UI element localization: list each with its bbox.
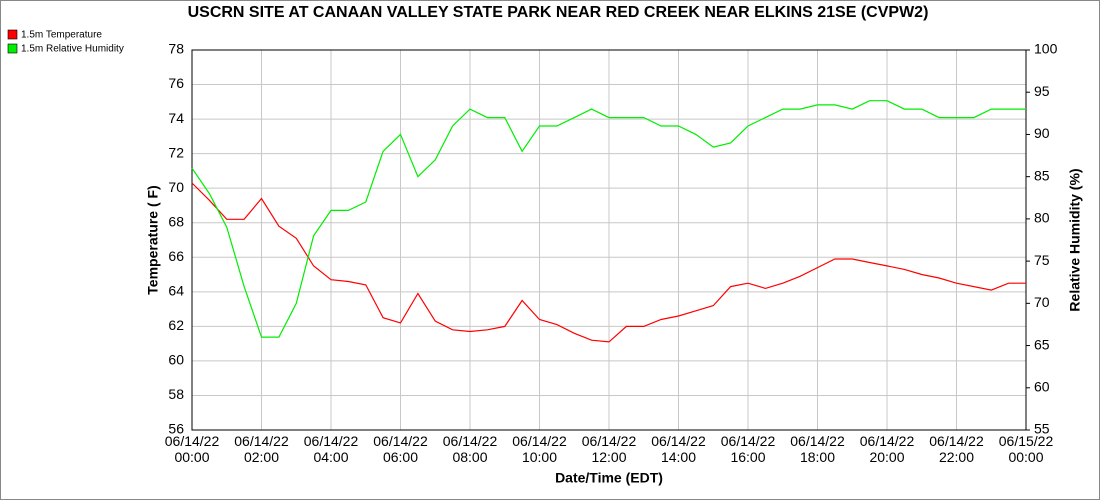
legend-label: 1.5m Relative Humidity: [21, 44, 124, 55]
y-tick-label: 56: [168, 421, 184, 437]
x-tick-label: 06/14/22 12:00: [582, 433, 637, 465]
legend-swatch: [7, 43, 18, 54]
series-line: [191, 100, 1026, 338]
x-tick-label: 06/14/22 02:00: [234, 433, 289, 465]
y2-tick-label: 85: [1034, 167, 1050, 183]
y2-tick-label: 75: [1034, 252, 1050, 268]
x-tick-label: 06/14/22 08:00: [443, 433, 498, 465]
y2-tick-label: 100: [1034, 41, 1058, 57]
x-tick-label: 06/14/22 20:00: [860, 433, 915, 465]
x-tick-label: 06/14/22 06:00: [373, 433, 428, 465]
legend-swatch: [7, 29, 18, 40]
y-tick-label: 60: [168, 352, 184, 368]
y-tick-label: 66: [168, 248, 184, 264]
x-tick-label: 06/14/22 10:00: [512, 433, 567, 465]
plot-border: [191, 49, 1027, 431]
y-tick-label: 70: [168, 179, 184, 195]
series-line: [191, 182, 1026, 343]
x-tick-label: 06/14/22 14:00: [651, 433, 706, 465]
y2-tick-label: 65: [1034, 336, 1050, 352]
y2-tick-label: 55: [1034, 421, 1050, 437]
y-tick-label: 62: [168, 317, 184, 333]
y2-tick-label: 80: [1034, 210, 1050, 226]
y-tick-label: 78: [168, 41, 184, 57]
x-axis-label: Date/Time (EDT): [555, 470, 663, 486]
x-tick-label: 06/14/22 22:00: [929, 433, 984, 465]
y2-tick-label: 90: [1034, 125, 1050, 141]
x-tick-label: 06/14/22 04:00: [304, 433, 359, 465]
y2-axis-label: Relative Humidity (%): [1067, 168, 1083, 311]
y2-tick-label: 60: [1034, 378, 1050, 394]
y-tick-label: 72: [168, 144, 184, 160]
y-axis-label: Temperature ( F): [145, 185, 161, 294]
x-tick-label: 06/14/22 18:00: [790, 433, 845, 465]
y-tick-label: 76: [168, 75, 184, 91]
legend-label: 1.5m Temperature: [21, 30, 102, 41]
y-tick-label: 74: [168, 110, 184, 126]
y2-tick-label: 95: [1034, 83, 1050, 99]
y-tick-label: 58: [168, 386, 184, 402]
y2-tick-label: 70: [1034, 294, 1050, 310]
y-tick-label: 68: [168, 213, 184, 229]
x-tick-label: 06/14/22 00:00: [165, 433, 220, 465]
chart-title: USCRN SITE AT CANAAN VALLEY STATE PARK N…: [188, 4, 929, 21]
x-tick-label: 06/14/22 16:00: [721, 433, 776, 465]
y-tick-label: 64: [168, 283, 184, 299]
x-tick-label: 06/15/22 00:00: [999, 433, 1054, 465]
